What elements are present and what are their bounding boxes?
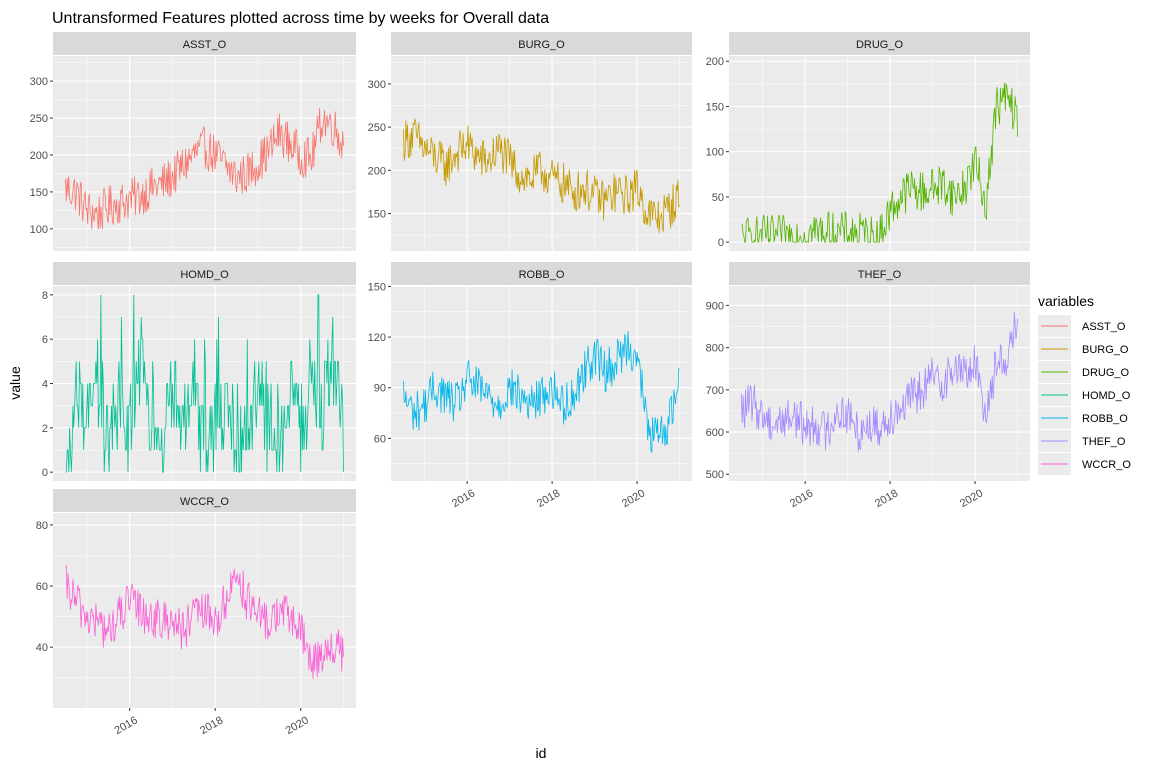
legend-title: variables xyxy=(1038,293,1094,309)
facet-strip-label: HOMD_O xyxy=(180,269,229,281)
y-tick-label: 250 xyxy=(368,122,386,134)
facet-strip xyxy=(391,262,692,285)
y-tick-label: 150 xyxy=(30,187,48,199)
legend-item-homd-o: HOMD_O xyxy=(1038,384,1131,406)
legend-label: THEF_O xyxy=(1082,436,1126,448)
facet-panel-wccr-o: WCCR_O 40 60 80 2016 2018 2020 xyxy=(36,489,356,737)
x-tick-label: 2020 xyxy=(284,714,311,737)
facet-strip-label: ASST_O xyxy=(183,39,227,51)
facet-strip xyxy=(729,262,1030,285)
facet-panel-robb-o: ROBB_O 60 90 120 150 2016 2018 2020 xyxy=(368,262,692,510)
y-tick-label: 600 xyxy=(706,427,724,439)
y-tick-label: 300 xyxy=(368,79,386,91)
panel-background xyxy=(729,56,1030,251)
panel-background xyxy=(391,56,692,251)
series-line-homd-o xyxy=(65,294,344,473)
x-tick-label: 2016 xyxy=(113,714,140,737)
y-tick-label: 60 xyxy=(36,581,48,593)
legend-item-burg-o: BURG_O xyxy=(1038,338,1129,360)
y-tick-label: 150 xyxy=(368,281,386,293)
facet-strip-label: DRUG_O xyxy=(856,39,904,51)
y-tick-label: 2 xyxy=(42,423,48,435)
y-tick-label: 60 xyxy=(374,433,386,445)
y-tick-label: 700 xyxy=(706,385,724,397)
chart-title: Untransformed Features plotted across ti… xyxy=(52,10,549,27)
y-axis-title: value xyxy=(7,366,23,400)
legend-label: HOMD_O xyxy=(1082,390,1131,402)
x-tick-label: 2020 xyxy=(620,487,647,510)
facet-panel-drug-o: DRUG_O 0 50 100 150 200 xyxy=(706,32,1030,251)
facet-strip-label: BURG_O xyxy=(518,39,565,51)
facet-panel-burg-o: BURG_O 150 200 250 300 xyxy=(368,32,692,251)
legend-item-thef-o: THEF_O xyxy=(1038,430,1126,452)
y-tick-label: 40 xyxy=(36,642,48,654)
y-tick-label: 200 xyxy=(30,150,48,162)
y-tick-label: 150 xyxy=(706,101,724,113)
y-tick-label: 0 xyxy=(718,237,724,249)
y-tick-label: 900 xyxy=(706,300,724,312)
y-tick-label: 50 xyxy=(712,192,724,204)
y-tick-label: 8 xyxy=(42,290,48,302)
legend-label: DRUG_O xyxy=(1082,367,1130,379)
facet-strip-label: ROBB_O xyxy=(519,269,565,281)
legend-label: WCCR_O xyxy=(1082,459,1131,471)
legend-item-drug-o: DRUG_O xyxy=(1038,361,1130,383)
facet-panel-thef-o: THEF_O 500 600 700 800 900 2016 2018 2020 xyxy=(706,262,1030,510)
x-tick-label: 2016 xyxy=(450,487,477,510)
legend-label: ROBB_O xyxy=(1082,413,1128,425)
y-tick-label: 100 xyxy=(706,147,724,159)
facet-strip xyxy=(53,32,356,55)
y-tick-label: 200 xyxy=(706,56,724,68)
legend-item-wccr-o: WCCR_O xyxy=(1038,453,1131,475)
y-tick-label: 0 xyxy=(42,467,48,479)
y-tick-label: 100 xyxy=(30,224,48,236)
series-line-drug-o xyxy=(741,82,1018,244)
x-tick-label: 2018 xyxy=(198,714,225,737)
panel-background xyxy=(53,56,356,251)
x-tick-label: 2016 xyxy=(788,487,815,510)
legend-item-robb-o: ROBB_O xyxy=(1038,407,1128,429)
facet-strip xyxy=(729,32,1030,55)
y-tick-label: 80 xyxy=(36,520,48,532)
series-line-wccr-o xyxy=(65,564,344,679)
y-tick-label: 150 xyxy=(368,209,386,221)
y-tick-label: 200 xyxy=(368,165,386,177)
y-tick-label: 250 xyxy=(30,113,48,125)
series-line-asst-o xyxy=(65,107,344,230)
y-tick-label: 6 xyxy=(42,334,48,346)
legend-item-asst-o: ASST_O xyxy=(1038,315,1126,337)
y-tick-label: 120 xyxy=(368,332,386,344)
facet-strip-label: WCCR_O xyxy=(180,496,229,508)
y-tick-label: 800 xyxy=(706,343,724,355)
facet-panel-asst-o: ASST_O 100 150 200 250 300 xyxy=(30,32,356,251)
x-axis-title: id xyxy=(536,745,547,761)
facet-strip xyxy=(53,489,356,512)
series-line-thef-o xyxy=(741,312,1018,452)
legend-label: ASST_O xyxy=(1082,321,1126,333)
facet-panels: ASST_O100150200250300BURG_O150200250300D… xyxy=(30,32,1030,737)
y-tick-label: 500 xyxy=(706,469,724,481)
facet-strip xyxy=(53,262,356,285)
legend: variables ASST_O BURG_O DRUG_O HOMD_O ROBB_O… xyxy=(1038,293,1131,475)
x-tick-label: 2018 xyxy=(873,487,900,510)
series-line-burg-o xyxy=(403,117,680,234)
y-tick-label: 90 xyxy=(374,383,386,395)
y-tick-label: 300 xyxy=(30,76,48,88)
y-tick-label: 4 xyxy=(42,379,48,391)
x-tick-label: 2020 xyxy=(958,487,985,510)
legend-label: BURG_O xyxy=(1082,344,1129,356)
x-tick-label: 2018 xyxy=(535,487,562,510)
facet-panel-homd-o: HOMD_O 0 2 4 6 8 xyxy=(42,262,356,481)
series-line-robb-o xyxy=(403,330,680,453)
facet-strip xyxy=(391,32,692,55)
facet-strip-label: THEF_O xyxy=(858,269,902,281)
panel-background xyxy=(729,286,1030,481)
